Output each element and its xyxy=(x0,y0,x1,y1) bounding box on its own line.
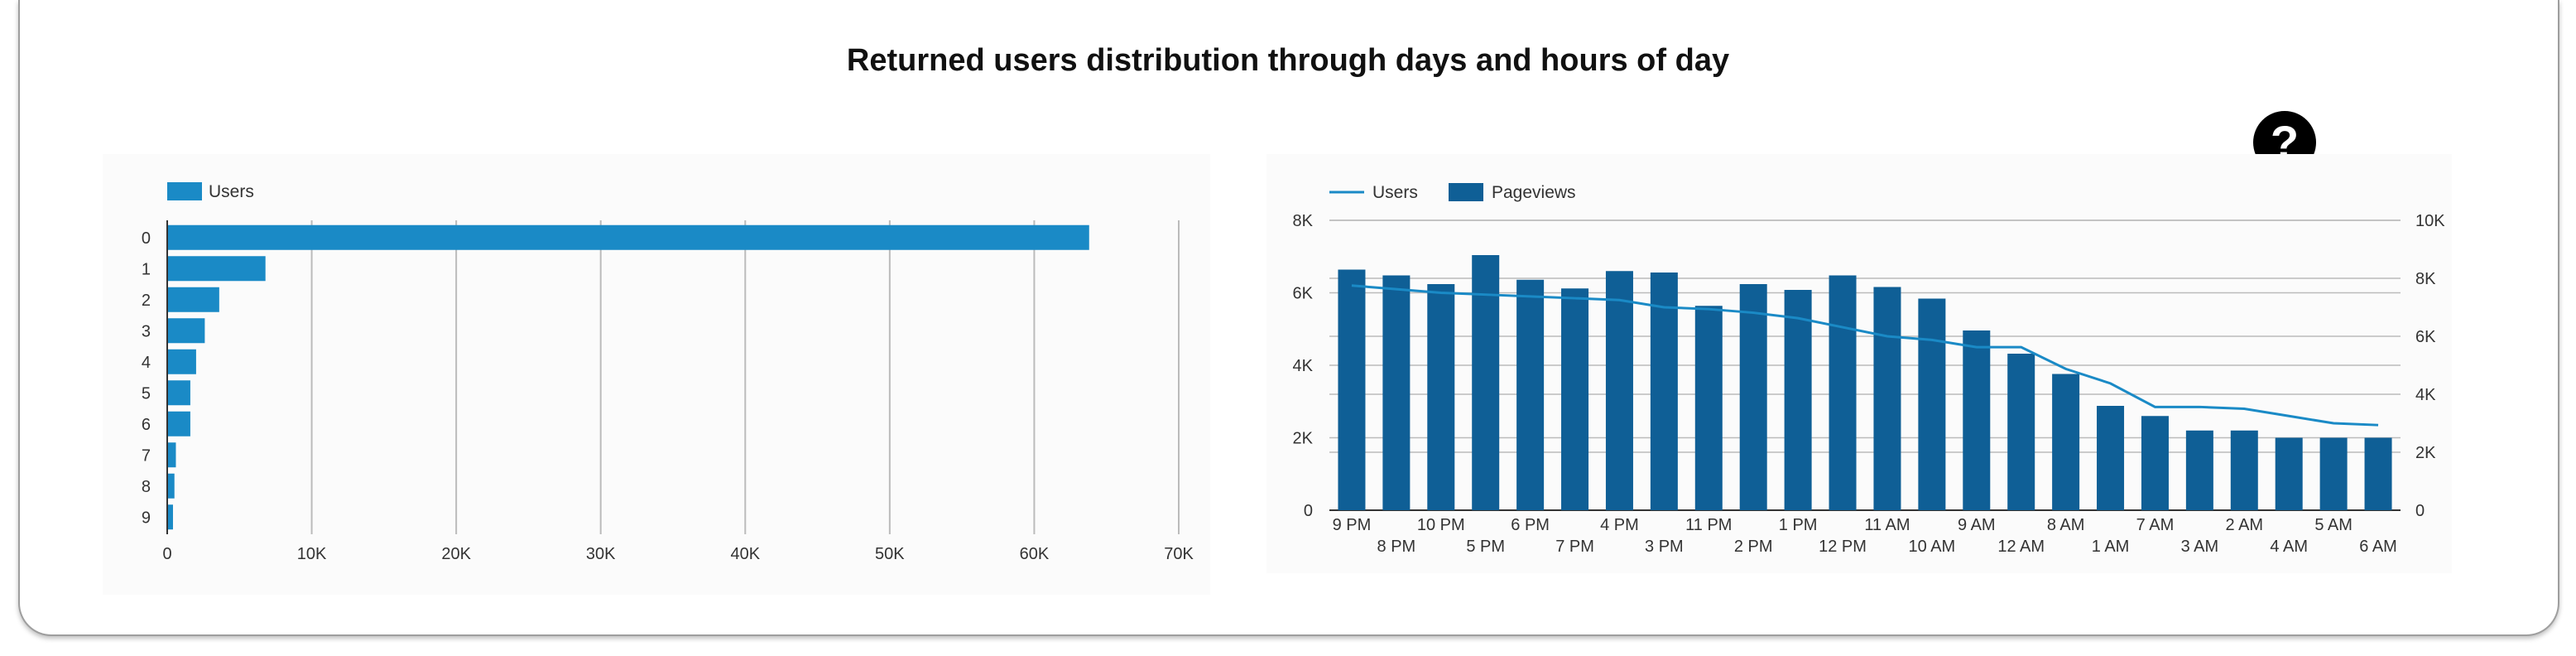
pageviews-bar xyxy=(1427,284,1455,510)
x-tick-label: 70K xyxy=(1164,545,1194,563)
bar xyxy=(167,224,1089,250)
y-tick-label-left: 6K xyxy=(1293,285,1314,303)
bar xyxy=(167,318,205,344)
bar xyxy=(167,380,190,406)
x-tick-label: 3 AM xyxy=(2181,538,2219,556)
pageviews-bar xyxy=(2097,406,2125,510)
pageviews-bar xyxy=(1561,288,1589,510)
pageviews-bar xyxy=(1650,273,1678,510)
x-tick-label: 40K xyxy=(730,545,760,563)
x-tick-label: 4 PM xyxy=(1600,516,1639,534)
pageviews-bar xyxy=(2275,437,2303,510)
pageviews-bar xyxy=(2141,416,2169,510)
y-tick-label: 1 xyxy=(142,260,151,278)
pageviews-bar xyxy=(2052,374,2080,510)
x-tick-label: 5 PM xyxy=(1466,538,1505,556)
y-tick-label: 3 xyxy=(142,322,151,340)
y-tick-label-right: 8K xyxy=(2415,270,2436,288)
y-tick-label: 5 xyxy=(142,384,151,403)
y-tick-label-right: 4K xyxy=(2415,386,2436,404)
x-tick-label: 10 PM xyxy=(1417,516,1465,534)
x-tick-label: 30K xyxy=(586,545,616,563)
bar xyxy=(167,256,266,282)
y-tick-label: 0 xyxy=(142,229,151,248)
pageviews-bar xyxy=(2319,437,2348,510)
pageviews-bar xyxy=(1918,298,1946,510)
x-tick-label: 11 PM xyxy=(1685,516,1732,534)
pageviews-bar xyxy=(1338,269,1366,510)
y-tick-label-left: 0 xyxy=(1304,502,1313,520)
x-tick-label: 6 PM xyxy=(1511,516,1550,534)
x-tick-label: 6 AM xyxy=(2359,538,2397,556)
x-tick-label: 7 AM xyxy=(2136,516,2175,534)
x-tick-label: 2 PM xyxy=(1734,538,1773,556)
bar xyxy=(167,349,196,374)
legend-label-users: Users xyxy=(209,182,254,201)
pageviews-bar xyxy=(1829,275,1857,510)
page-title: Returned users distribution through days… xyxy=(846,43,1730,78)
x-tick-label: 8 AM xyxy=(2047,516,2085,534)
legend-swatch-pageviews xyxy=(1449,183,1483,201)
x-tick-label: 4 AM xyxy=(2270,538,2308,556)
bar xyxy=(167,473,175,499)
x-tick-label: 1 AM xyxy=(2092,538,2130,556)
x-tick-label: 60K xyxy=(1020,545,1050,563)
y-tick-label: 8 xyxy=(142,478,151,496)
pageviews-bar xyxy=(1472,255,1500,510)
y-tick-label: 7 xyxy=(142,446,151,465)
y-tick-label: 4 xyxy=(142,354,151,372)
x-tick-label: 12 AM xyxy=(1997,538,2045,556)
y-tick-label-right: 10K xyxy=(2415,212,2445,230)
legend-label-users: Users xyxy=(1372,183,1418,202)
x-tick-label: 8 PM xyxy=(1377,538,1416,556)
bar xyxy=(167,287,219,312)
x-tick-label: 2 AM xyxy=(2226,516,2264,534)
x-tick-label: 7 PM xyxy=(1555,538,1594,556)
pageviews-bar xyxy=(1382,275,1411,510)
x-tick-label: 50K xyxy=(875,545,905,563)
pageviews-bar xyxy=(2007,354,2035,510)
y-tick-label-left: 8K xyxy=(1293,212,1314,230)
users-line xyxy=(1351,284,2379,427)
x-tick-label: 11 AM xyxy=(1864,516,1910,534)
pageviews-bar xyxy=(2185,430,2213,510)
pageviews-bar xyxy=(1516,279,1545,510)
legend-label-pageviews: Pageviews xyxy=(1492,183,1576,202)
bar xyxy=(167,504,173,530)
x-tick-label: 1 PM xyxy=(1779,516,1818,534)
bar xyxy=(167,411,190,437)
y-tick-label-right: 2K xyxy=(2415,444,2436,462)
pageviews-bar xyxy=(2364,437,2392,510)
y-tick-label: 6 xyxy=(142,416,151,434)
y-tick-label: 2 xyxy=(142,292,151,310)
y-tick-label-right: 6K xyxy=(2415,328,2436,346)
x-tick-label: 9 AM xyxy=(1958,516,1996,534)
x-tick-label: 10 AM xyxy=(1909,538,1956,556)
y-tick-label-left: 4K xyxy=(1293,357,1314,375)
y-tick-label-right: 0 xyxy=(2415,502,2425,520)
x-tick-label: 5 AM xyxy=(2314,516,2353,534)
pageviews-bar xyxy=(1963,330,1991,510)
x-tick-label: 3 PM xyxy=(1645,538,1684,556)
bar xyxy=(167,442,176,468)
users-by-day-chart: 0 1 2 3 4 5 6 7 8 9 0 10K 20K 30K 40K 50K 60K 70K Users xyxy=(103,154,1210,595)
legend-swatch-users xyxy=(167,182,202,200)
x-tick-label: 20K xyxy=(441,545,471,563)
pageviews-bar xyxy=(1873,287,1901,510)
y-tick-label: 9 xyxy=(142,509,151,527)
y-tick-label-left: 2K xyxy=(1293,430,1314,448)
x-tick-label: 10K xyxy=(297,545,327,563)
pageviews-bar xyxy=(2230,430,2258,510)
x-tick-label: 9 PM xyxy=(1333,516,1372,534)
pageviews-bar xyxy=(1784,290,1812,510)
x-tick-label: 12 PM xyxy=(1819,538,1867,556)
x-tick-label: 0 xyxy=(162,545,171,563)
pageviews-bar xyxy=(1739,284,1767,510)
pageviews-bar xyxy=(1605,271,1633,510)
pageviews-bar xyxy=(1694,306,1723,510)
users-pageviews-by-hour-chart: 0 2K 4K 6K 8K 0 2K 4K 6K 8K 10K 9 PM 8 PM 10 PM 5 PM 6 … xyxy=(1266,154,2452,573)
